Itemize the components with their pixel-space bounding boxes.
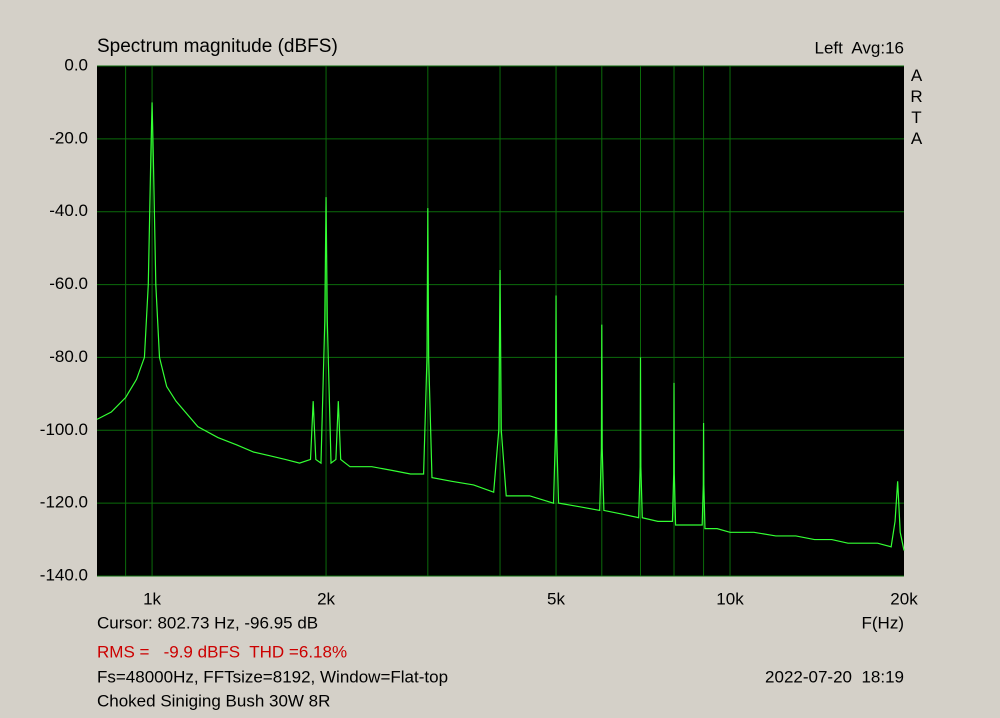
side-label: ARTA: [907, 66, 926, 150]
y-tick-label: -100.0: [40, 420, 88, 439]
y-tick-label: -60.0: [49, 274, 88, 293]
x-tick-label: 10k: [716, 589, 744, 608]
x-tick-label: 20k: [890, 589, 918, 608]
y-tick-label: 0.0: [64, 55, 88, 74]
timestamp: 2022-07-20 18:19: [765, 667, 904, 686]
y-tick-label: -20.0: [49, 128, 88, 147]
y-tick-label: -140.0: [40, 565, 88, 584]
x-tick-label: 5k: [547, 589, 565, 608]
cursor-readout: Cursor: 802.73 Hz, -96.95 dB: [97, 613, 318, 632]
measurements: RMS = -9.9 dBFS THD =6.18%: [97, 642, 347, 661]
x-tick-label: 2k: [317, 589, 335, 608]
y-tick-label: -80.0: [49, 347, 88, 366]
spectrum-line: [96, 102, 905, 551]
y-tick-label: -120.0: [40, 493, 88, 512]
chart-title: Spectrum magnitude (dBFS): [97, 36, 338, 57]
device-name: Choked Siniging Bush 30W 8R: [97, 691, 330, 710]
y-tick-label: -40.0: [49, 201, 88, 220]
settings: Fs=48000Hz, FFTsize=8192, Window=Flat-to…: [97, 667, 448, 686]
x-axis-label: F(Hz): [862, 613, 904, 632]
channel-info: Left Avg:16: [815, 38, 904, 57]
x-tick-label: 1k: [143, 589, 161, 608]
